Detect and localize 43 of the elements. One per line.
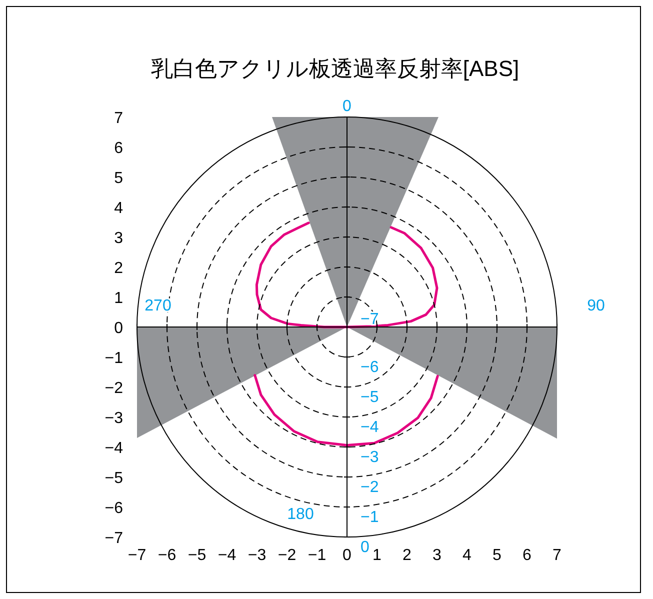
ytick: 7 xyxy=(114,110,123,127)
ytick: 4 xyxy=(114,200,123,217)
ytick: 3 xyxy=(114,230,123,247)
ytick: 2 xyxy=(114,260,123,277)
xtick: −6 xyxy=(158,547,176,564)
xtick: 1 xyxy=(372,547,382,564)
ytick: −2 xyxy=(104,380,123,397)
xtick: 6 xyxy=(522,547,532,564)
annotation: 90 xyxy=(587,298,605,314)
xtick: 3 xyxy=(432,547,442,564)
xtick: −3 xyxy=(248,547,266,564)
annotation: −3 xyxy=(360,449,379,466)
ytick: 6 xyxy=(114,140,123,157)
annotation: 0 xyxy=(342,98,352,115)
xtick: 5 xyxy=(492,547,502,564)
ytick: 0 xyxy=(114,320,123,337)
annotation: −6 xyxy=(360,359,379,376)
annotation: 180 xyxy=(287,506,314,523)
xtick: −4 xyxy=(218,547,236,564)
xtick: −1 xyxy=(308,547,326,564)
xtick: −5 xyxy=(188,547,206,564)
ytick: 1 xyxy=(114,290,123,307)
annotation: −7 xyxy=(360,311,379,328)
annotation: 270 xyxy=(144,298,172,314)
annotation: −1 xyxy=(360,509,379,526)
ytick: −6 xyxy=(104,500,123,517)
annotation: −4 xyxy=(360,419,379,436)
annotation: −5 xyxy=(360,389,379,406)
xtick: 2 xyxy=(402,547,412,564)
xtick: −2 xyxy=(278,547,296,564)
ytick: −5 xyxy=(104,470,123,487)
ytick: 5 xyxy=(114,170,123,187)
ytick: −3 xyxy=(104,410,123,427)
annotation: −2 xyxy=(360,479,379,496)
ytick: −1 xyxy=(104,350,123,367)
title: 乳白色アクリル板透過率反射率[ABS] xyxy=(150,56,520,81)
annotation: 0 xyxy=(360,539,370,556)
ytick: −4 xyxy=(104,440,123,457)
xtick: 7 xyxy=(552,547,562,564)
xtick: −7 xyxy=(128,547,146,564)
ytick: −7 xyxy=(104,530,123,547)
xtick: 0 xyxy=(342,547,352,564)
xtick: 4 xyxy=(462,547,472,564)
